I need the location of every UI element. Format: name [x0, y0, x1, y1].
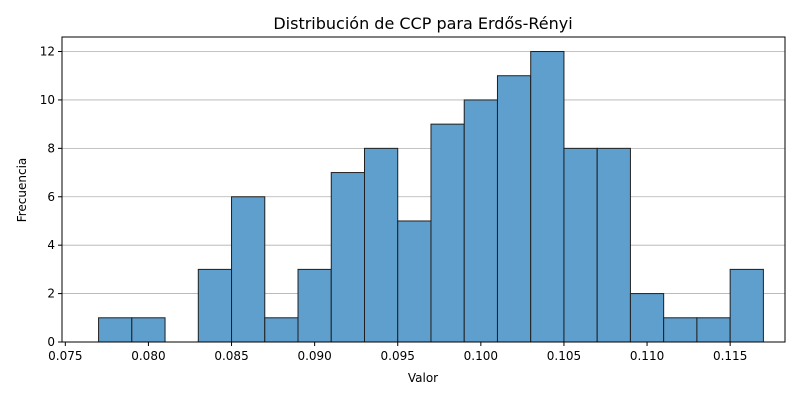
histogram-bar [663, 317, 698, 343]
y-tick-label: 12 [40, 45, 55, 59]
x-tick-label: 0.105 [547, 349, 581, 363]
y-tick-label: 2 [47, 287, 55, 301]
histogram-bar [729, 268, 764, 343]
histogram-bar [98, 317, 133, 343]
x-tick-label: 0.100 [464, 349, 498, 363]
histogram-bar [696, 317, 731, 343]
histogram-bar [330, 172, 365, 343]
x-tick-label: 0.095 [381, 349, 415, 363]
histogram-bar [530, 51, 565, 343]
y-tick-label: 0 [47, 335, 55, 349]
histogram-bar [131, 317, 166, 343]
y-tick-label: 6 [47, 190, 55, 204]
histogram-bar [297, 268, 332, 343]
x-tick-label: 0.080 [131, 349, 165, 363]
y-tick-label: 10 [40, 93, 55, 107]
y-tick-label: 4 [47, 238, 55, 252]
grid-lines [62, 51, 785, 294]
x-tick-label: 0.115 [713, 349, 747, 363]
x-tick-label: 0.075 [48, 349, 82, 363]
y-tick-label: 8 [47, 141, 55, 155]
histogram-bar [397, 220, 432, 343]
histogram-bar [264, 317, 299, 343]
histogram-bar [231, 196, 266, 343]
histogram-bar [496, 75, 532, 343]
histogram-bar [463, 99, 498, 343]
plot-frame [61, 36, 786, 343]
x-axis-ticks: 0.075 0.080 0.085 0.090 0.095 0.100 0.105 0.110… [48, 342, 747, 363]
y-axis-ticks: 0 2 4 6 8 10 12 [40, 45, 62, 349]
x-tick-label: 0.090 [297, 349, 331, 363]
chart-title: Distribución de CCP para Erdős-Rényi [273, 14, 572, 33]
histogram-bars [98, 51, 764, 343]
x-tick-label: 0.110 [630, 349, 664, 363]
histogram-bar [197, 268, 233, 343]
histogram-bar [629, 293, 665, 343]
histogram-bar [363, 147, 399, 343]
histogram-bar [430, 123, 465, 343]
x-tick-label: 0.085 [214, 349, 248, 363]
x-axis-label: Valor [408, 371, 438, 385]
histogram-bar [596, 147, 631, 343]
y-axis-label: Frecuencia [15, 158, 29, 223]
histogram-bar [563, 147, 598, 343]
